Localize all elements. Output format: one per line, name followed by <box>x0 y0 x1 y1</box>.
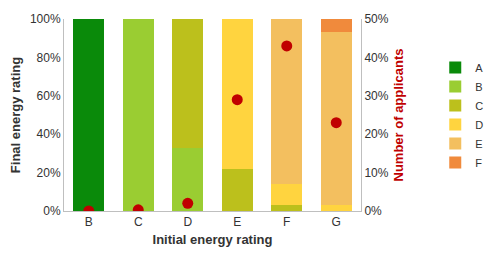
svg-text:20%: 20% <box>37 166 61 180</box>
svg-text:100%: 100% <box>30 12 61 26</box>
svg-text:0%: 0% <box>43 204 61 218</box>
svg-text:40%: 40% <box>37 127 61 141</box>
svg-text:B: B <box>475 81 482 93</box>
svg-text:G: G <box>332 215 341 229</box>
svg-text:80%: 80% <box>37 51 61 65</box>
svg-text:10%: 10% <box>364 166 388 180</box>
svg-text:Initial energy rating: Initial energy rating <box>153 232 273 247</box>
svg-text:E: E <box>233 215 241 229</box>
svg-text:B: B <box>85 215 93 229</box>
svg-text:20%: 20% <box>364 127 388 141</box>
svg-text:Final energy rating: Final energy rating <box>8 57 23 173</box>
svg-text:D: D <box>183 215 192 229</box>
svg-text:50%: 50% <box>364 12 388 26</box>
svg-text:30%: 30% <box>364 89 388 103</box>
svg-text:D: D <box>475 119 483 131</box>
svg-text:E: E <box>475 138 482 150</box>
svg-text:40%: 40% <box>364 51 388 65</box>
svg-text:F: F <box>475 157 482 169</box>
svg-text:A: A <box>475 62 483 74</box>
svg-text:Number of applicants: Number of applicants <box>391 49 406 182</box>
svg-text:0%: 0% <box>364 204 382 218</box>
svg-text:F: F <box>283 215 290 229</box>
svg-text:C: C <box>134 215 143 229</box>
svg-text:60%: 60% <box>37 89 61 103</box>
svg-text:C: C <box>475 100 483 112</box>
